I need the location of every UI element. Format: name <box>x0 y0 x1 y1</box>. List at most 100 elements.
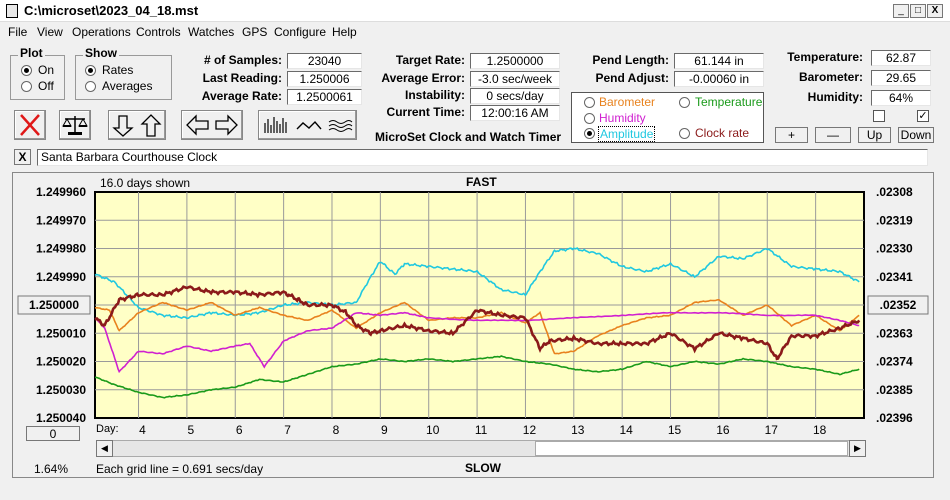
x-tick-label: 10 <box>426 423 440 437</box>
clock-name-field[interactable]: Santa Barbara Courthouse Clock <box>37 149 928 166</box>
scroll-right-arrow[interactable]: ▶ <box>849 440 866 457</box>
instability-value: 0 secs/day <box>470 88 560 104</box>
menu-help[interactable]: Help <box>332 25 357 39</box>
env-checkbox-right[interactable]: ✓ <box>917 110 929 122</box>
maximize-button[interactable]: □ <box>910 4 926 18</box>
right-highlight-box <box>867 295 929 315</box>
amplitude-radio[interactable] <box>584 128 595 139</box>
x-tick-label: 6 <box>236 423 243 437</box>
y-left-tick-label: 1.250030 <box>36 383 86 397</box>
average-error-value: -3.0 sec/week <box>470 71 560 87</box>
x-axis-labels: 4 5 6 7 8 9 10 11 12 13 14 15 16 17 18 <box>139 423 826 437</box>
scroll-left-arrow[interactable]: ◀ <box>96 440 113 457</box>
plot-off-radio[interactable] <box>21 81 32 92</box>
y-axis-labels: 1.249960 1.249970 1.249980 1.249990 1.250000… <box>17 185 929 425</box>
app-caption: MicroSet Clock and Watch Timer <box>375 130 562 144</box>
humidity-option[interactable]: Humidity <box>599 111 646 125</box>
pend-adjust-value[interactable]: -0.00060 in <box>674 71 764 87</box>
menu-watches[interactable]: Watches <box>188 25 235 39</box>
menu-file[interactable]: File <box>8 25 28 39</box>
clock-rate-radio[interactable] <box>679 128 690 139</box>
title-bar: C:\microset\2023_04_18.mst _ □ X <box>0 0 950 22</box>
x-tick-label: 16 <box>716 423 730 437</box>
scroll-thumb[interactable] <box>535 441 848 456</box>
fast-label: FAST <box>466 175 497 189</box>
down-button[interactable]: Down <box>898 127 934 143</box>
humidity-label: Humidity: <box>807 90 863 104</box>
y-right-tick-label: .02319 <box>876 213 913 227</box>
humidity-radio[interactable] <box>584 113 595 124</box>
barometer-label: Barometer: <box>798 70 863 84</box>
x-tick-label: 8 <box>333 423 340 437</box>
x-tick-label: 7 <box>284 423 291 437</box>
clear-clock-button[interactable]: X <box>14 149 31 165</box>
y-right-tick-label: .02341 <box>876 270 913 284</box>
temperature-option[interactable]: Temperature <box>695 95 763 109</box>
menu-operations[interactable]: Operations <box>72 25 131 39</box>
x-tick-label: 12 <box>523 423 537 437</box>
y-left-tick-label: 1.250010 <box>36 326 86 340</box>
barometer-option[interactable]: Barometer <box>599 95 656 109</box>
y-right-tick-label: .02352 <box>880 298 917 312</box>
series-barometer <box>94 298 860 355</box>
pend-length-value[interactable]: 61.144 in <box>674 53 764 69</box>
plus-button[interactable]: + <box>775 127 808 143</box>
y-right-tick-label: .02385 <box>876 383 913 397</box>
show-averages-label: Averages <box>102 79 153 93</box>
left-right-arrows-icon <box>186 114 238 136</box>
stop-button[interactable] <box>14 110 46 140</box>
y-right-tick-label: .02396 <box>876 411 913 425</box>
menu-gps[interactable]: GPS <box>242 25 268 39</box>
show-averages-radio[interactable] <box>85 81 96 92</box>
pend-length-label: Pend Length: <box>592 53 669 67</box>
graph-frame <box>12 172 934 478</box>
close-button[interactable]: X <box>927 4 943 18</box>
target-rate-label: Target Rate: <box>395 53 465 67</box>
show-group <box>75 55 172 100</box>
show-rates-radio[interactable] <box>85 65 96 76</box>
minimize-button[interactable]: _ <box>893 4 909 18</box>
x-tick-label: 13 <box>571 423 585 437</box>
temperature-value: 62.87 <box>871 50 931 66</box>
series-clock-rate <box>94 285 861 361</box>
graph-style-buttons <box>258 110 357 140</box>
left-highlight-box <box>17 295 91 315</box>
x-tick-label: 18 <box>813 423 827 437</box>
amplitude-option[interactable]: Amplitude <box>598 126 656 142</box>
days-shown-label: 16.0 days shown <box>100 176 191 190</box>
menu-view[interactable]: View <box>37 25 63 39</box>
last-reading-value: 1.250006 <box>287 71 362 87</box>
offset-zero-button[interactable]: 0 <box>26 426 80 441</box>
temperature-radio[interactable] <box>679 97 690 108</box>
average-rate-value: 1.2500061 <box>287 89 362 105</box>
y-left-tick-label: 1.249970 <box>36 213 86 227</box>
x-tick-label: 11 <box>475 423 488 437</box>
average-rate-label: Average Rate: <box>201 89 282 103</box>
x-tick-label: 9 <box>381 423 388 437</box>
menu-configure[interactable]: Configure <box>274 25 327 39</box>
grid-note: Each grid line = 0.691 secs/day <box>96 462 264 476</box>
target-rate-value[interactable]: 1.2500000 <box>470 53 560 69</box>
plot-on-label: On <box>38 63 55 77</box>
calibrate-button[interactable] <box>59 110 91 140</box>
x-tick-label: 14 <box>619 423 633 437</box>
menu-controls[interactable]: Controls <box>136 25 181 39</box>
y-left-tick-label: 1.250040 <box>36 411 86 425</box>
minus-button[interactable]: — <box>815 127 851 143</box>
plot-on-radio[interactable] <box>21 65 32 76</box>
y-right-tick-label: .02374 <box>876 355 913 369</box>
clock-rate-option[interactable]: Clock rate <box>695 126 750 140</box>
up-down-arrows-icon <box>112 114 162 137</box>
menu-bar: File View Operations Controls Watches GP… <box>0 22 950 42</box>
up-button[interactable]: Up <box>858 127 891 143</box>
app-icon <box>6 4 18 18</box>
y-right-tick-label: .02308 <box>876 185 913 199</box>
env-checkbox-left[interactable] <box>873 110 885 122</box>
barometer-value: 29.65 <box>871 70 931 86</box>
barometer-radio[interactable] <box>584 97 595 108</box>
day-axis-label: Day: <box>96 423 119 435</box>
show-group-title: Show <box>83 46 119 60</box>
y-left-tick-label: 1.249990 <box>36 270 86 284</box>
series-selector <box>571 92 764 143</box>
samples-value: 23040 <box>287 53 362 69</box>
